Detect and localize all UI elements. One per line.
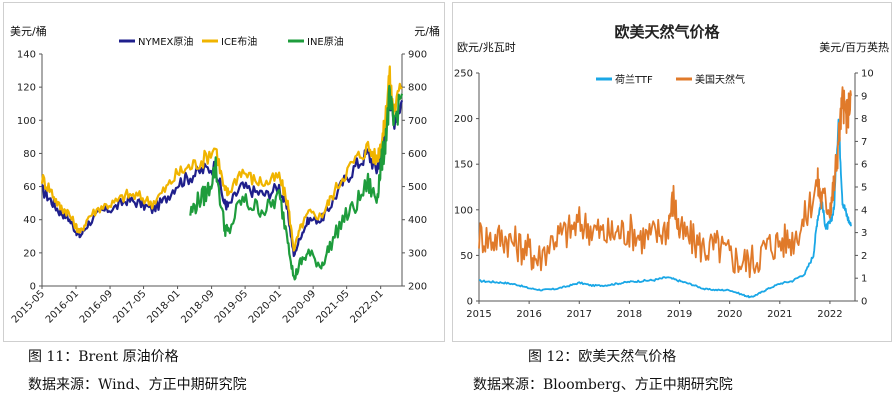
c0-x-tick-label: 2018-01 [145, 288, 182, 325]
c0-x-tick-label: 2017-05 [111, 288, 148, 325]
c1-legend-label-1: 美国天然气 [695, 73, 745, 86]
c1-right-tick-label: 6 [861, 160, 867, 171]
c1-x-tick-label: 2022 [817, 309, 842, 320]
c0-right-tick-label: 500 [408, 182, 427, 193]
c1-left-tick-label: 200 [454, 114, 473, 125]
c1-x-tick-label: 2018 [617, 309, 642, 320]
brent-chart: 0 20 40 60 80 100 120 140 200 300 400 500 600 700 800 9… [10, 24, 440, 326]
figure-12-source: 数据来源：Bloomberg、方正中期研究院 [473, 377, 733, 393]
c1-x-tick-label: 2021 [767, 309, 792, 320]
gas-chart-panel: 0 50 100 150 200 250 0 1 2 3 4 5 6 7 8 9 10 2015 2016 2017 2… [452, 2, 892, 342]
c0-x-tick-label: 2018-09 [179, 288, 216, 325]
c0-series-line-2 [189, 84, 404, 281]
c1-left-unit-label: 欧元/兆瓦时 [457, 41, 516, 54]
c1-right-tick-label: 8 [861, 114, 867, 125]
c1-right-tick-label: 4 [861, 205, 867, 216]
c1-left-tick-label: 50 [460, 251, 473, 262]
c1-right-tick-label: 7 [861, 137, 867, 148]
c1-right-tick-label: 9 [861, 91, 867, 102]
c1-x-tick-label: 2020 [717, 309, 742, 320]
c1-left-tick-label: 0 [467, 297, 473, 308]
c1-x-tick-label: 2017 [567, 309, 592, 320]
figure-11-caption: 图 11：Brent 原油价格 [28, 349, 179, 365]
c0-series-line-1 [40, 65, 403, 252]
c1-right-tick-label: 0 [861, 297, 867, 308]
c1-x-tick-label: 2019 [667, 309, 692, 320]
c1-right-tick-label: 5 [861, 183, 867, 194]
gas-chart: 0 50 100 150 200 250 0 1 2 3 4 5 6 7 8 9 10 2015 2016 2017 2… [454, 23, 889, 320]
c0-x-tick-label: 2022-01 [348, 288, 385, 325]
c0-right-tick-label: 400 [408, 215, 427, 226]
c1-right-tick-label: 3 [861, 228, 867, 239]
c1-legend-label-0: 荷兰TTF [615, 73, 653, 86]
c0-x-tick-label: 2020-01 [247, 288, 284, 325]
c0-right-tick-label: 600 [408, 149, 427, 160]
c1-right-unit-label: 美元/百万英热 [819, 40, 889, 54]
c0-left-tick-label: 120 [17, 83, 36, 94]
c1-left-tick-label: 250 [454, 69, 473, 80]
c0-right-tick-label: 700 [408, 116, 427, 127]
c0-right-unit-label: 元/桶 [414, 24, 440, 38]
c0-left-tick-label: 60 [23, 182, 36, 193]
c1-chart-title: 欧美天然气价格 [614, 23, 720, 41]
c0-left-tick-label: 20 [23, 248, 36, 259]
c1-x-tick-label: 2015 [466, 309, 491, 320]
c0-x-tick-label: 2019-05 [213, 288, 250, 325]
c1-left-tick-label: 150 [454, 160, 473, 171]
c0-legend-label-2: INE原油 [307, 35, 344, 48]
c0-x-tick-label: 2015-05 [10, 288, 47, 325]
c0-x-tick-label: 2016-09 [78, 288, 115, 325]
c0-right-tick-label: 200 [408, 282, 427, 293]
c0-left-tick-label: 0 [30, 282, 36, 293]
c0-right-tick-label: 300 [408, 248, 427, 259]
c0-legend-label-1: ICE布油 [221, 35, 257, 48]
c1-series-line-0 [479, 118, 852, 299]
c0-left-tick-label: 100 [17, 116, 36, 127]
c0-left-tick-label: 140 [17, 50, 36, 61]
c0-legend-label-0: NYMEX原油 [138, 35, 193, 48]
figure-12-caption: 图 12：欧美天然气价格 [528, 349, 677, 365]
c1-x-tick-label: 2016 [516, 309, 541, 320]
c0-right-tick-label: 900 [408, 50, 427, 61]
c1-right-tick-label: 1 [861, 274, 867, 285]
c0-right-tick-label: 800 [408, 83, 427, 94]
c1-right-tick-label: 2 [861, 251, 867, 262]
figure-11-source: 数据来源：Wind、方正中期研究院 [28, 377, 247, 393]
c0-x-tick-label: 2021-05 [314, 288, 351, 325]
c0-x-tick-label: 2016-01 [44, 288, 81, 325]
brent-chart-panel: 0 20 40 60 80 100 120 140 200 300 400 500 600 700 800 9… [3, 2, 445, 342]
c1-left-tick-label: 100 [454, 205, 473, 216]
c0-left-tick-label: 40 [23, 215, 36, 226]
c0-left-tick-label: 80 [23, 149, 36, 160]
c1-series-line-1 [478, 86, 852, 279]
c1-right-tick-label: 10 [861, 69, 874, 80]
c0-x-tick-label: 2020-09 [281, 288, 318, 325]
c0-left-unit-label: 美元/桶 [10, 24, 47, 38]
